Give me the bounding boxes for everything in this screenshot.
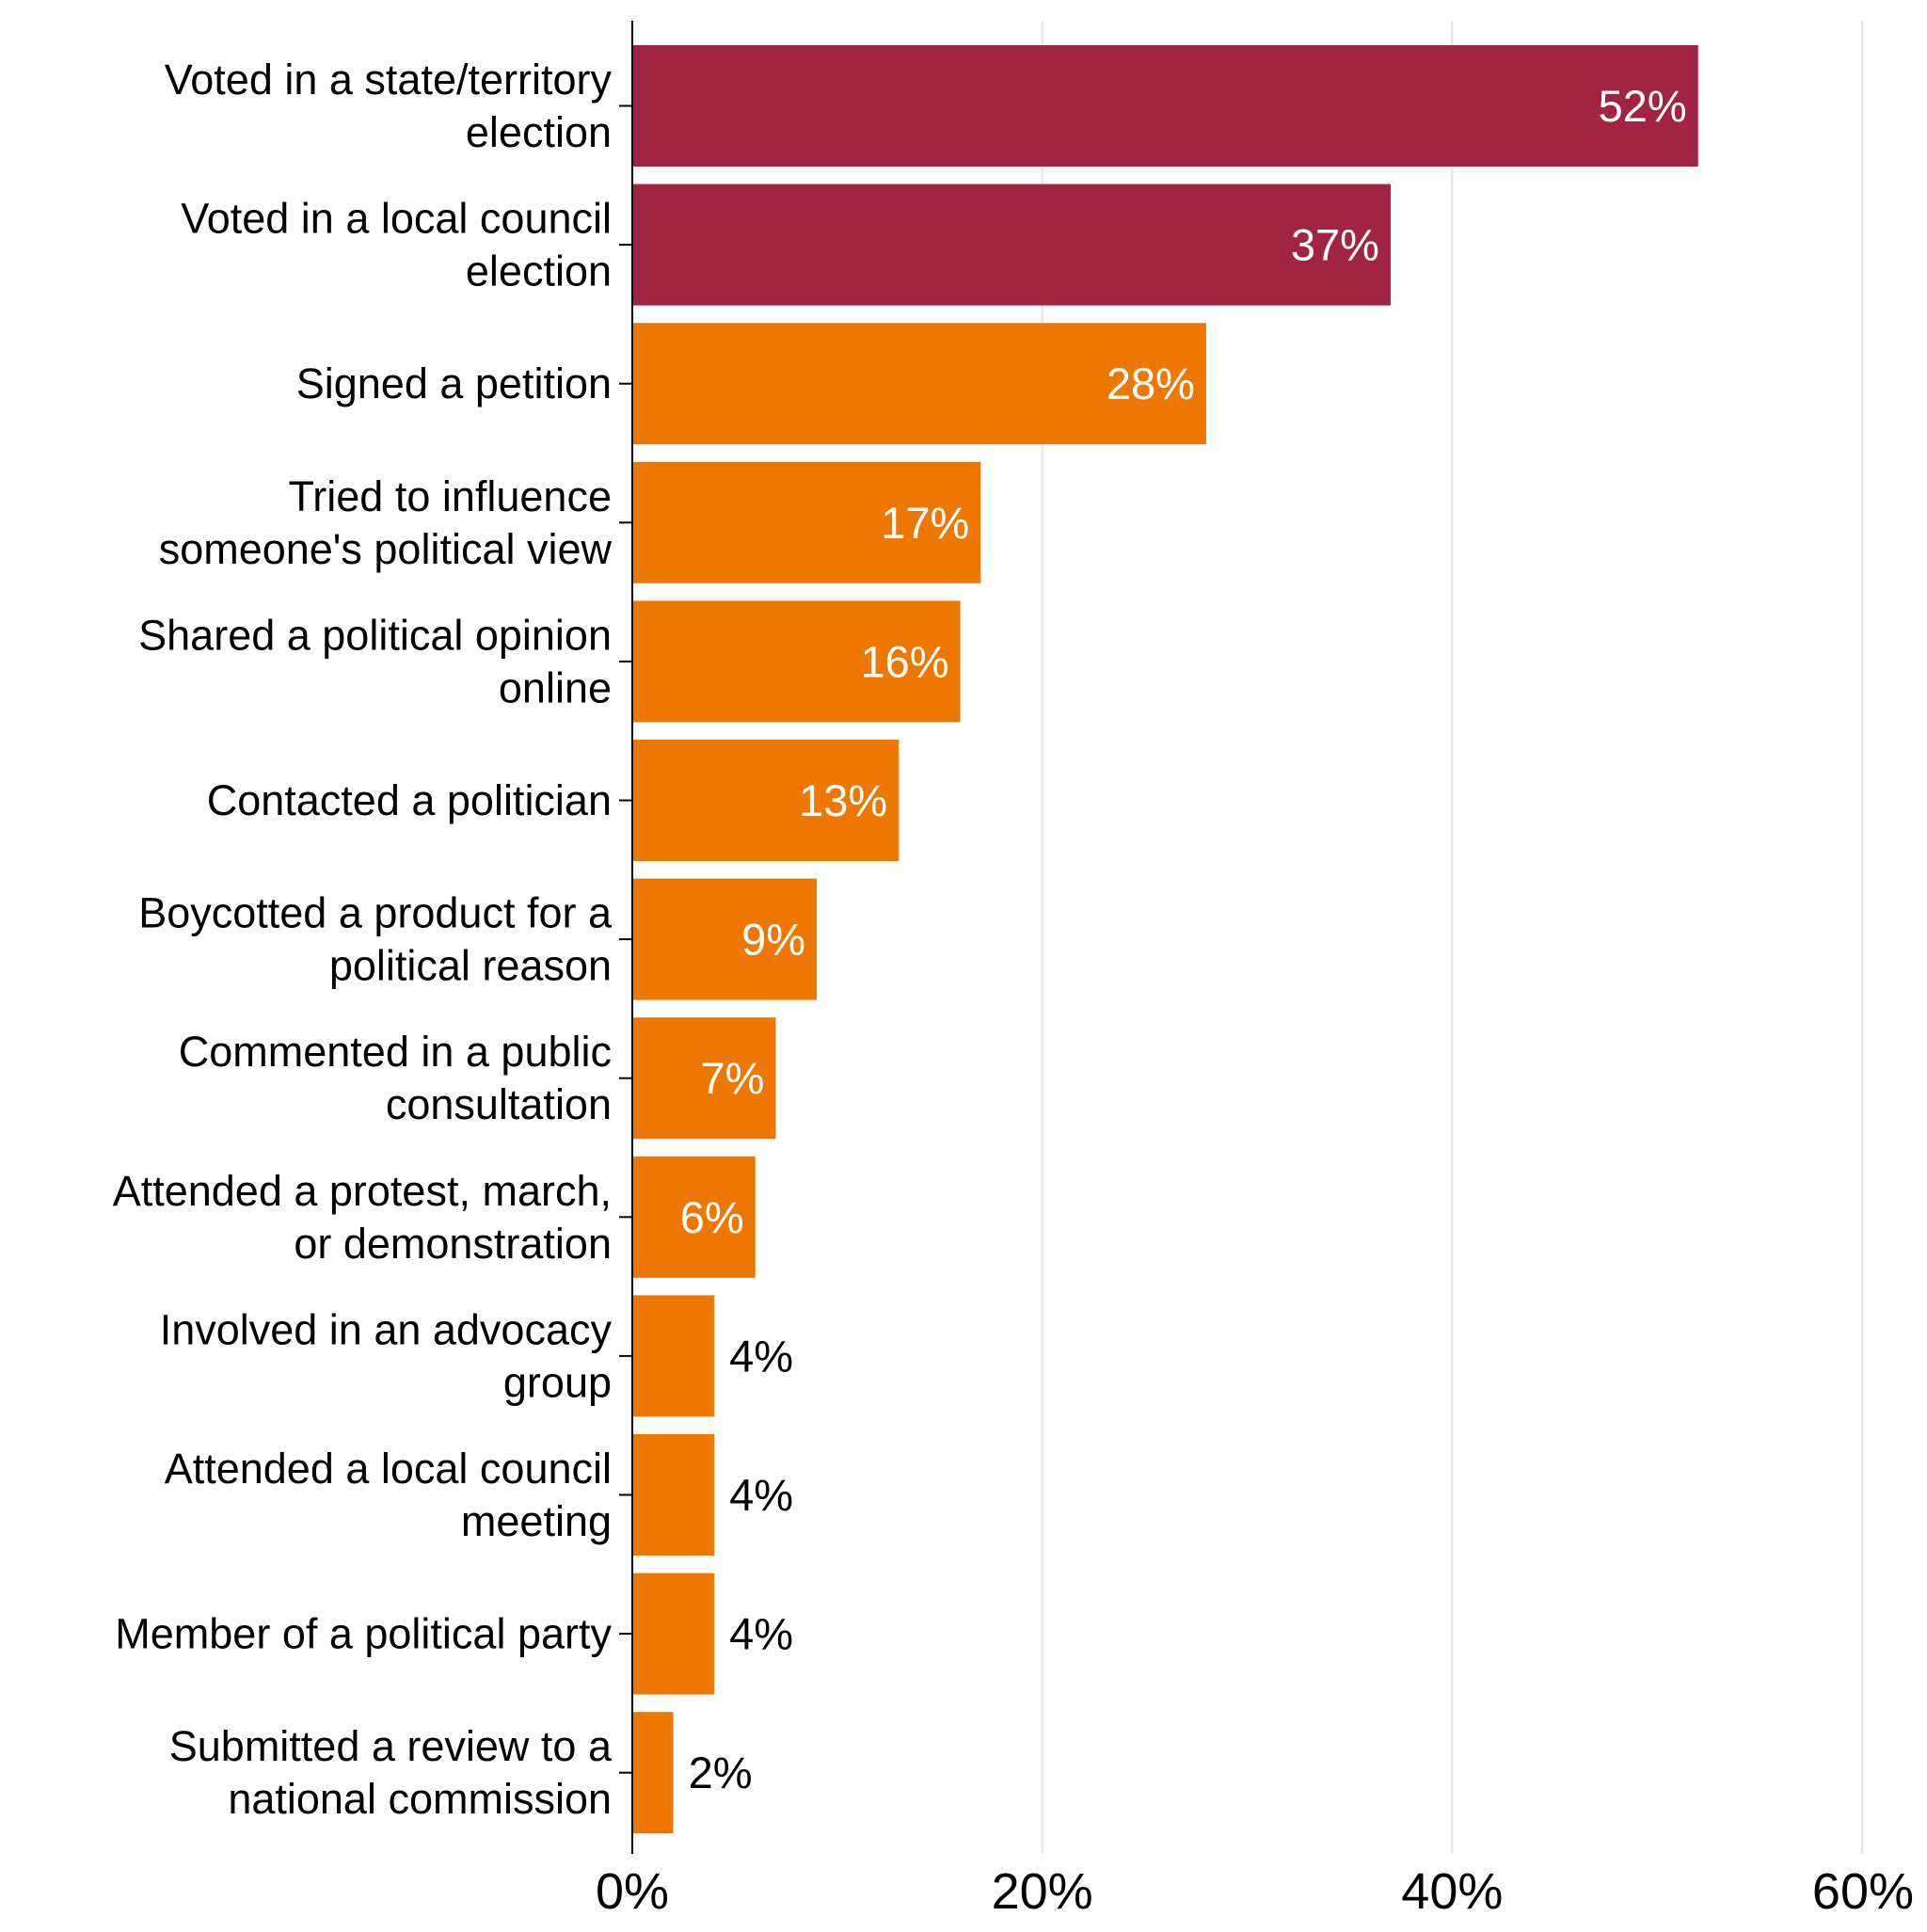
- category-label-line: group: [503, 1358, 612, 1406]
- category-label-line: Commented in a public: [179, 1028, 612, 1076]
- value-label-12: 4%: [729, 1609, 793, 1659]
- value-label-5: 16%: [860, 636, 948, 686]
- category-label-12: Member of a political party: [115, 1610, 612, 1658]
- bar-2: [632, 184, 1391, 306]
- category-label-11: Attended a local council meeting: [165, 1445, 612, 1545]
- bar-6: [632, 740, 900, 861]
- axis-layer: [619, 21, 633, 1854]
- value-label-11: 4%: [729, 1470, 793, 1520]
- category-label-10: Involved in an advocacy group: [160, 1305, 613, 1406]
- category-label-line: Tried to influence: [288, 472, 612, 520]
- bar-11: [632, 1434, 715, 1556]
- category-label-5: Shared a political opinion online: [138, 611, 612, 711]
- value-label-13: 2%: [689, 1748, 753, 1797]
- category-label-9: Attended a protest, march, or demonstrati…: [113, 1167, 612, 1268]
- value-label-4: 17%: [881, 498, 969, 548]
- bar-7: [632, 878, 818, 1000]
- bar-5: [632, 600, 961, 723]
- category-label-line: Attended a local council: [165, 1445, 612, 1493]
- category-label-line: Voted in a local council: [181, 195, 612, 243]
- category-label-line: Boycotted a product for a: [138, 889, 613, 937]
- category-label-8: Commented in a public consultation: [179, 1028, 612, 1128]
- bar-4: [632, 461, 981, 583]
- category-label-1: Voted in a state/territory election: [165, 56, 613, 156]
- bar-12: [632, 1573, 715, 1695]
- category-label-line: national commission: [228, 1775, 612, 1823]
- category-label-line: Voted in a state/territory: [165, 56, 613, 104]
- category-label-line: Involved in an advocacy: [160, 1305, 613, 1353]
- category-label-line: election: [466, 108, 612, 156]
- value-label-3: 28%: [1107, 359, 1195, 408]
- category-label-3: Signed a petition: [296, 359, 612, 407]
- value-label-1: 52%: [1599, 81, 1687, 131]
- category-label-13: Submitted a review to a national commissi…: [169, 1722, 613, 1823]
- category-label-7: Boycotted a product for a political reaso…: [138, 889, 613, 990]
- x-tick-label-60pct: 60%: [1812, 1863, 1914, 1920]
- value-label-7: 9%: [741, 915, 805, 965]
- value-label-8: 7%: [701, 1053, 765, 1103]
- category-label-line: Attended a protest, march,: [113, 1167, 612, 1215]
- value-label-6: 13%: [799, 775, 887, 825]
- category-label-line: Contacted a politician: [207, 776, 612, 824]
- category-label-line: Shared a political opinion: [138, 611, 612, 659]
- category-label-2: Voted in a local council election: [181, 195, 612, 295]
- category-label-line: online: [499, 663, 612, 711]
- category-label-line: election: [466, 247, 612, 295]
- category-label-line: Submitted a review to a: [169, 1722, 613, 1770]
- value-label-9: 6%: [680, 1192, 744, 1242]
- category-label-6: Contacted a politician: [207, 776, 612, 824]
- category-label-line: or demonstration: [294, 1220, 612, 1268]
- bar-9: [632, 1156, 756, 1278]
- value-label-10: 4%: [729, 1331, 793, 1381]
- bars-layer: 52% 37% 28% 17% 16% 13% 9% 7% 6% 4% 4% 4% 2%: [632, 45, 1698, 1834]
- bar-13: [632, 1712, 674, 1834]
- tick-labels-layer: 0% 20% 40% 60%: [596, 1863, 1914, 1920]
- category-label-line: someone's political view: [159, 525, 613, 573]
- category-label-line: meeting: [461, 1497, 612, 1545]
- category-label-line: consultation: [386, 1080, 612, 1128]
- bar-10: [632, 1295, 715, 1417]
- category-label-line: political reason: [329, 942, 612, 990]
- category-labels-layer: Voted in a state/territory electionVoted …: [113, 56, 613, 1823]
- x-tick-label-0pct: 0%: [596, 1863, 669, 1920]
- category-label-line: Signed a petition: [296, 359, 612, 407]
- x-tick-label-20pct: 20%: [992, 1863, 1093, 1920]
- bar-3: [632, 323, 1206, 445]
- bar-8: [632, 1017, 776, 1140]
- bar-1: [632, 45, 1698, 167]
- category-label-line: Member of a political party: [115, 1610, 612, 1658]
- category-label-4: Tried to influence someone's political vi…: [159, 472, 613, 573]
- value-label-2: 37%: [1291, 220, 1379, 270]
- x-tick-label-40pct: 40%: [1401, 1863, 1503, 1920]
